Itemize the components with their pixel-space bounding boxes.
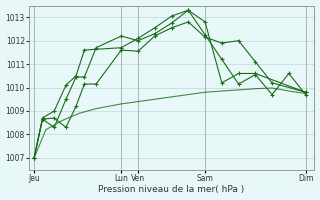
X-axis label: Pression niveau de la mer( hPa ): Pression niveau de la mer( hPa )	[99, 185, 245, 194]
